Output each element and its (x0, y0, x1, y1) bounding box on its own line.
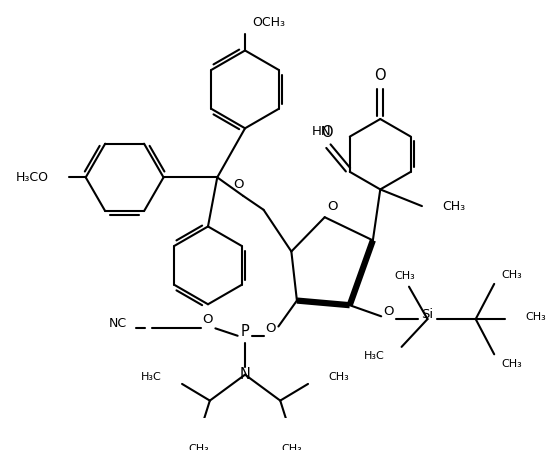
Text: OCH₃: OCH₃ (253, 16, 286, 29)
Text: CH₃: CH₃ (501, 359, 522, 369)
Text: O: O (321, 126, 333, 140)
Text: H₃C: H₃C (141, 372, 162, 382)
Text: Si: Si (421, 308, 434, 321)
Text: CH₃: CH₃ (501, 270, 522, 279)
Text: P: P (241, 324, 249, 339)
Text: O: O (375, 68, 386, 83)
Text: H₃C: H₃C (364, 351, 385, 361)
Text: O: O (266, 322, 276, 335)
Text: CH₃: CH₃ (442, 200, 466, 212)
Text: CH₃: CH₃ (281, 444, 302, 450)
Text: CH₃: CH₃ (394, 270, 415, 280)
Text: O: O (233, 178, 244, 191)
Text: CH₃: CH₃ (188, 444, 209, 450)
Text: O: O (383, 305, 394, 318)
Text: O: O (327, 200, 338, 212)
Text: N: N (240, 367, 250, 382)
Text: HN: HN (312, 126, 331, 139)
Text: O: O (203, 313, 213, 326)
Text: CH₃: CH₃ (525, 312, 547, 322)
Text: CH₃: CH₃ (328, 372, 349, 382)
Text: H₃CO: H₃CO (16, 171, 49, 184)
Text: NC: NC (108, 317, 126, 330)
